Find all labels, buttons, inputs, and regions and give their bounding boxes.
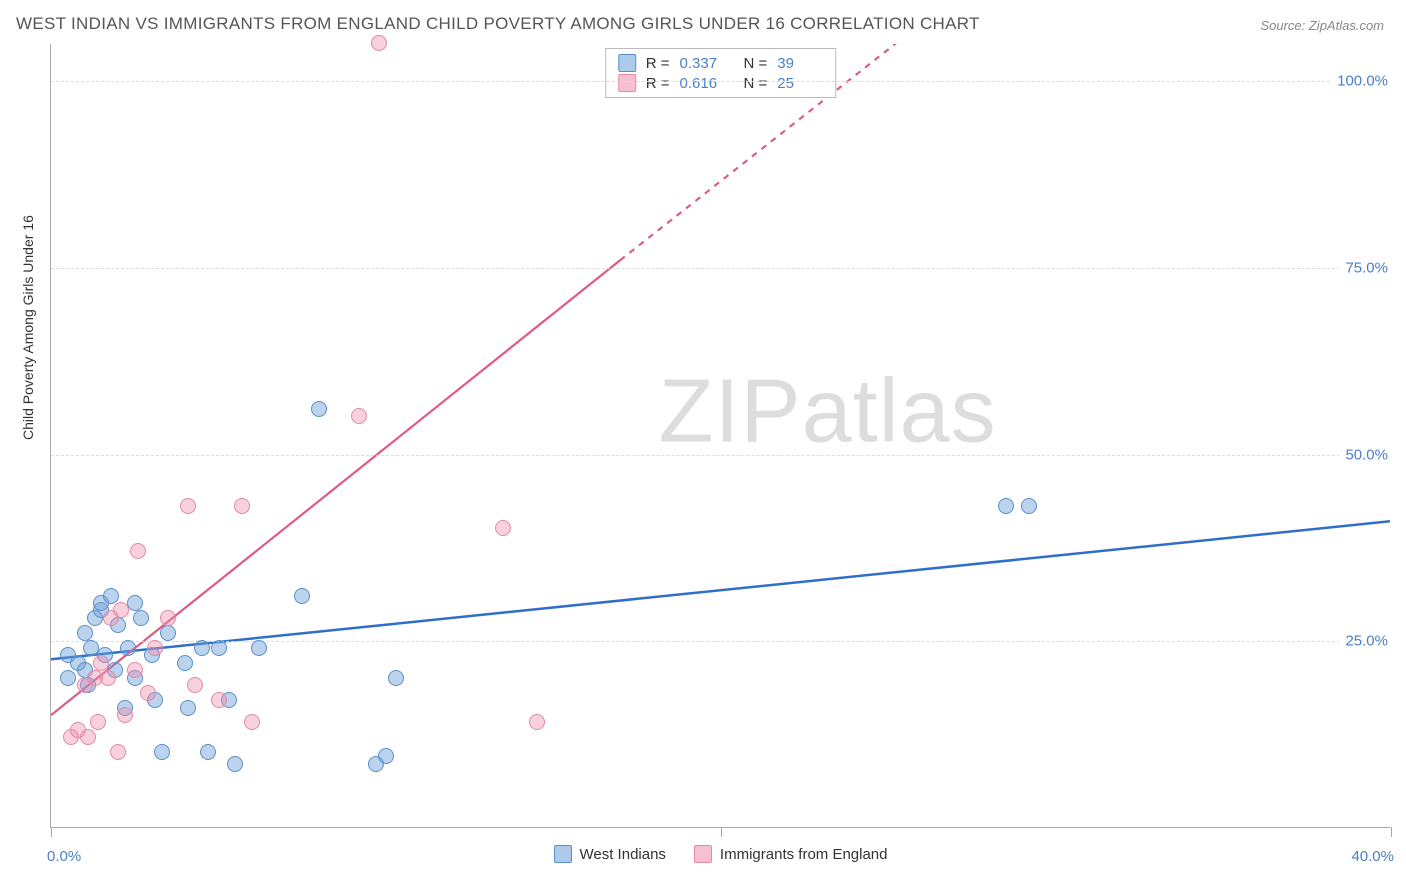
legend-item: Immigrants from England xyxy=(694,845,888,863)
data-point xyxy=(187,677,203,693)
x-tick xyxy=(1391,827,1392,837)
y-tick-label: 25.0% xyxy=(1339,631,1394,652)
series-legend: West Indians Immigrants from England xyxy=(553,845,887,863)
x-tick xyxy=(721,827,722,837)
data-point xyxy=(244,714,260,730)
data-point xyxy=(154,744,170,760)
data-point xyxy=(117,707,133,723)
data-point xyxy=(998,498,1014,514)
x-tick-label: 0.0% xyxy=(47,848,81,865)
data-point xyxy=(177,655,193,671)
y-tick-label: 50.0% xyxy=(1339,444,1394,465)
data-point xyxy=(1021,498,1037,514)
x-tick xyxy=(51,827,52,837)
data-point xyxy=(160,625,176,641)
scatter-chart: ZIPatlas R =0.337N =39R =0.616N =25 West… xyxy=(50,44,1390,828)
legend-row: R =0.337N =39 xyxy=(618,53,824,73)
gridline-h xyxy=(51,455,1390,456)
data-point xyxy=(90,714,106,730)
data-point xyxy=(80,729,96,745)
data-point xyxy=(130,543,146,559)
data-point xyxy=(93,655,109,671)
data-point xyxy=(211,640,227,656)
correlation-legend: R =0.337N =39R =0.616N =25 xyxy=(605,48,837,98)
data-point xyxy=(160,610,176,626)
gridline-h xyxy=(51,268,1390,269)
gridline-h xyxy=(51,81,1390,82)
data-point xyxy=(180,700,196,716)
data-point xyxy=(110,744,126,760)
data-point xyxy=(251,640,267,656)
legend-item: West Indians xyxy=(553,845,665,863)
data-point xyxy=(194,640,210,656)
data-point xyxy=(200,744,216,760)
data-point xyxy=(127,662,143,678)
data-point xyxy=(388,670,404,686)
data-point xyxy=(103,588,119,604)
data-point xyxy=(378,748,394,764)
source-attribution: Source: ZipAtlas.com xyxy=(1260,18,1384,33)
legend-swatch xyxy=(618,74,636,92)
y-tick-label: 75.0% xyxy=(1339,258,1394,279)
data-point xyxy=(294,588,310,604)
data-point xyxy=(371,35,387,51)
data-point xyxy=(133,610,149,626)
legend-swatch xyxy=(553,845,571,863)
legend-label: Immigrants from England xyxy=(720,846,888,863)
legend-swatch xyxy=(618,54,636,72)
data-point xyxy=(140,685,156,701)
data-point xyxy=(495,520,511,536)
data-point xyxy=(234,498,250,514)
data-point xyxy=(120,640,136,656)
data-point xyxy=(351,408,367,424)
regression-lines xyxy=(51,44,1390,827)
data-point xyxy=(529,714,545,730)
data-point xyxy=(113,602,129,618)
chart-title: WEST INDIAN VS IMMIGRANTS FROM ENGLAND C… xyxy=(16,14,980,34)
data-point xyxy=(227,756,243,772)
x-tick-label: 40.0% xyxy=(1351,848,1394,865)
data-point xyxy=(211,692,227,708)
y-tick-label: 100.0% xyxy=(1331,71,1394,92)
data-point xyxy=(311,401,327,417)
y-axis-title: Child Poverty Among Girls Under 16 xyxy=(20,215,36,440)
legend-label: West Indians xyxy=(579,846,665,863)
watermark: ZIPatlas xyxy=(659,361,997,464)
legend-swatch xyxy=(694,845,712,863)
data-point xyxy=(147,640,163,656)
legend-row: R =0.616N =25 xyxy=(618,73,824,93)
data-point xyxy=(180,498,196,514)
data-point xyxy=(100,670,116,686)
data-point xyxy=(60,670,76,686)
data-point xyxy=(77,625,93,641)
